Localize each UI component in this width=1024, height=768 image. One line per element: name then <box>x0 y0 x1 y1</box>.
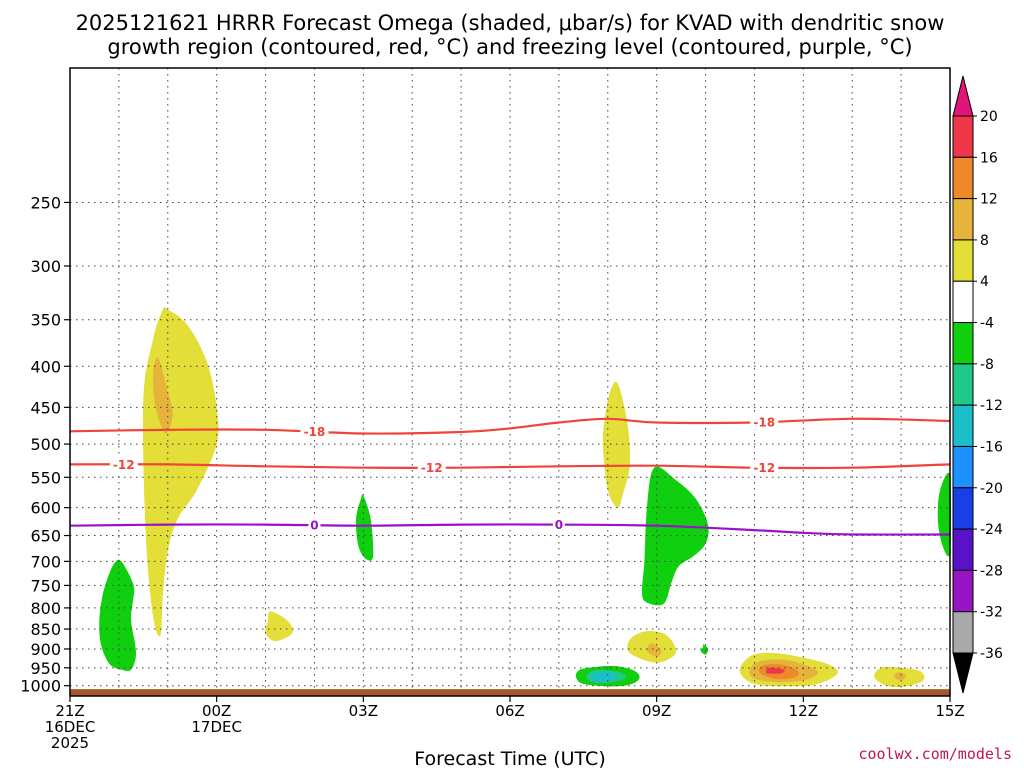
colorbar-segment-8 <box>952 445 974 489</box>
colorbar-label-4: 4 <box>980 274 989 290</box>
colorbar: 20 16 12 8 4 -4 -8 -12 -16 -20 -24 -28 -32 -36 <box>952 75 1003 694</box>
dendritic-upper-label-1: -18 <box>753 416 775 430</box>
dendritic-lower-label-2: -12 <box>753 461 775 475</box>
colorbar-label-6: -8 <box>980 357 994 373</box>
colorbar-label-2: 12 <box>980 192 998 208</box>
omega-negative-0900z <box>641 466 709 606</box>
x-tick-label-9-0: 06Z <box>495 702 524 720</box>
colorbar-label-8: -16 <box>980 439 1003 455</box>
omega-negative-0600 <box>355 494 374 561</box>
omega-negative-0850 <box>99 559 136 672</box>
terrain-layer <box>70 689 950 696</box>
y-tick-label-550: 550 <box>30 468 61 487</box>
pressure-axis: 2503003504004505005506006507007508008509… <box>20 193 70 696</box>
colorbar-segment-1 <box>952 156 974 200</box>
y-tick-label-350: 350 <box>30 311 61 330</box>
x-tick-label-0-1: 16DEC <box>45 718 96 736</box>
colorbar-label-0: 20 <box>980 109 998 125</box>
y-tick-label-900: 900 <box>30 640 61 659</box>
dendritic-lower-label-bg-2 <box>750 460 779 475</box>
freezing-level-label-bg-1 <box>552 517 565 532</box>
y-tick-label-250: 250 <box>30 193 61 212</box>
omega-positive-0850 <box>265 611 294 642</box>
colorbar-segment-3 <box>952 239 974 282</box>
freezing-level-label-1: 0 <box>555 518 563 532</box>
colorbar-segment-12 <box>952 611 974 654</box>
dendritic-lower-label-bg-1 <box>417 460 446 475</box>
colorbar-label-11: -28 <box>980 563 1003 579</box>
omega-plume-core <box>153 357 173 434</box>
y-tick-label-950: 950 <box>30 659 61 678</box>
colorbar-segment-4 <box>952 280 974 324</box>
colorbar-segment-2 <box>952 198 974 241</box>
x-tick-label-0-0: 21Z <box>55 702 84 720</box>
x-axis-label: Forecast Time (UTC) <box>414 748 605 768</box>
temperature-contours: -18 -18 -12 -12 -12 0 0 <box>69 415 951 536</box>
omega-positive-0700z <box>602 381 631 508</box>
colorbar-segment-7 <box>952 404 974 447</box>
y-tick-label-700: 700 <box>30 552 61 571</box>
chart-title-line-1: 2025121621 HRRR Forecast Omega (shaded, … <box>76 11 945 35</box>
y-tick-label-750: 750 <box>30 576 61 595</box>
site-credit: coolwx.com/models <box>858 745 1012 763</box>
omega-shaded-regions <box>99 306 952 688</box>
x-tick-label-6-0: 03Z <box>349 702 378 720</box>
colorbar-label-12: -32 <box>980 605 1003 621</box>
y-tick-label-650: 650 <box>30 527 61 546</box>
dendritic-lower-label-0: -12 <box>113 458 135 472</box>
colorbar-segment-11 <box>952 569 974 613</box>
colorbar-label-3: 8 <box>980 233 989 249</box>
y-tick-label-850: 850 <box>30 620 61 639</box>
x-tick-label-18-0: 15Z <box>935 702 964 720</box>
omega-positive-0900-core <box>646 643 662 657</box>
dendritic-upper-label-0: -18 <box>304 425 326 439</box>
dendritic-lower-label-bg-0 <box>109 457 138 472</box>
omega-positive-0960-peak <box>765 667 785 674</box>
omega-negative-0910 <box>700 644 709 655</box>
y-tick-label-500: 500 <box>30 435 61 454</box>
freezing-level-label-0: 0 <box>310 519 318 533</box>
dendritic-upper-label-bg-0 <box>300 424 329 439</box>
colorbar-label-7: -12 <box>980 398 1003 414</box>
colorbar-segment-5 <box>952 322 974 365</box>
dendritic-lower-label-1: -12 <box>421 461 443 475</box>
colorbar-segment-9 <box>952 487 974 530</box>
dendritic-lower-line <box>69 463 951 470</box>
x-tick-label-15-0: 12Z <box>789 702 818 720</box>
x-tick-label-0-2: 2025 <box>51 734 89 752</box>
colorbar-top-arrow <box>952 75 974 117</box>
freezing-level-label-bg-0 <box>308 518 321 533</box>
y-tick-label-800: 800 <box>30 599 61 618</box>
x-tick-label-3-1: 17DEC <box>191 718 242 736</box>
y-tick-label-600: 600 <box>30 499 61 518</box>
colorbar-bottom-arrow <box>952 652 974 694</box>
colorbar-label-10: -24 <box>980 522 1003 538</box>
x-tick-label-3-0: 00Z <box>202 702 231 720</box>
colorbar-label-1: 16 <box>980 150 998 166</box>
y-tick-label-1000: 1000 <box>20 677 61 696</box>
y-tick-label-450: 450 <box>30 398 61 417</box>
dendritic-upper-label-bg-1 <box>750 415 779 430</box>
y-tick-label-400: 400 <box>30 357 61 376</box>
omega-negative-0975-inner <box>590 671 616 683</box>
colorbar-label-5: -4 <box>980 316 994 332</box>
omega-positive-0970-core <box>893 672 907 681</box>
gridlines <box>70 68 950 696</box>
colorbar-segment-10 <box>952 528 974 571</box>
terrain-band <box>70 689 950 696</box>
colorbar-segment-6 <box>952 363 974 406</box>
colorbar-segment-0 <box>952 115 974 158</box>
y-tick-label-300: 300 <box>30 257 61 276</box>
freezing-level-line <box>69 523 951 536</box>
x-tick-label-12-0: 09Z <box>642 702 671 720</box>
colorbar-label-13: -36 <box>980 646 1003 662</box>
chart-title-line-2: growth region (contoured, red, °C) and f… <box>107 35 912 59</box>
colorbar-label-9: -20 <box>980 481 1003 497</box>
